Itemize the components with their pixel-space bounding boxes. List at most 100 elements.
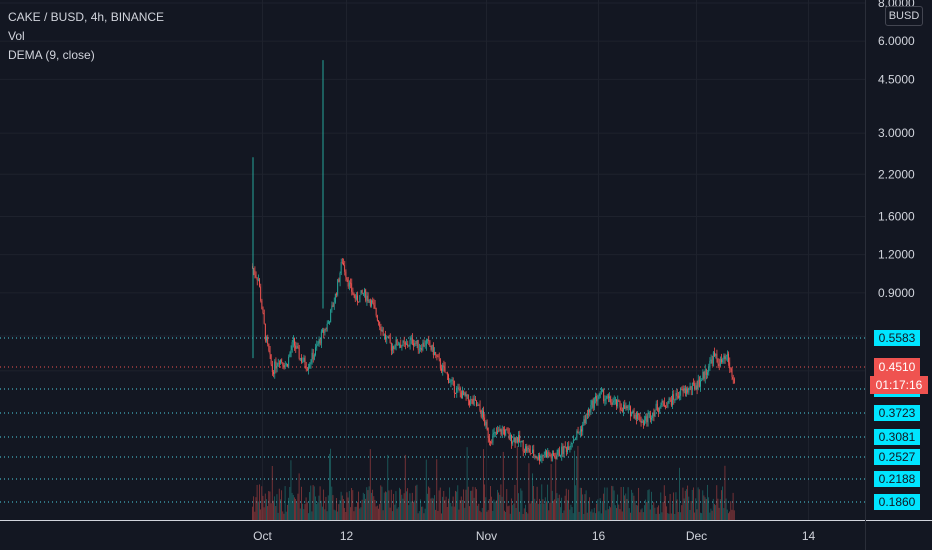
volume-bar: [625, 493, 627, 520]
candle-body: [676, 393, 678, 396]
volume-bar: [709, 512, 711, 520]
candle-body: [619, 401, 621, 408]
volume-bar: [462, 500, 463, 520]
level-label: 0.5583: [879, 331, 916, 345]
candle-body: [630, 406, 631, 417]
volume-bar: [649, 509, 651, 520]
volume-bar: [731, 509, 733, 520]
volume-bar: [254, 511, 256, 520]
volume-bar: [561, 497, 563, 520]
volume-bar: [582, 494, 584, 520]
candle-body: [617, 399, 619, 407]
candle-body: [717, 359, 719, 364]
volume-bar: [593, 507, 595, 520]
volume-bar: [635, 504, 637, 520]
candle-body: [607, 395, 609, 398]
volume-bar: [519, 511, 521, 520]
candle-body: [436, 354, 438, 357]
volume-bar: [494, 501, 496, 520]
candle-body: [495, 431, 497, 434]
volume-bar: [693, 487, 694, 520]
volume-bar: [477, 505, 479, 520]
volume-bar: [509, 513, 511, 520]
volume-bar: [688, 496, 690, 520]
volume-bar: [337, 511, 339, 520]
candle-body: [688, 388, 690, 393]
volume-bar: [395, 491, 397, 520]
candle-body: [658, 410, 659, 412]
candle-body: [333, 302, 335, 307]
candle-body: [425, 339, 427, 346]
candle-body: [500, 429, 502, 435]
volume-bar: [714, 504, 715, 520]
volume-bar: [360, 507, 362, 520]
volume-bar: [656, 507, 658, 520]
candle-body: [456, 387, 458, 394]
volume-bar: [637, 505, 638, 520]
candle-body: [673, 394, 675, 400]
candle-body: [648, 412, 650, 415]
candle-body: [610, 396, 612, 403]
volume-bar: [428, 486, 430, 520]
volume-bar: [585, 490, 587, 520]
volume-bar: [569, 509, 571, 520]
volume-bar: [563, 510, 565, 520]
candle-body: [466, 394, 468, 397]
volume-bar: [486, 511, 488, 520]
candle-body: [602, 389, 603, 391]
candle-body: [455, 392, 456, 394]
volume-bar: [358, 491, 360, 520]
candle-body: [584, 419, 586, 424]
candle-body: [668, 398, 670, 404]
candle-body: [309, 363, 311, 368]
volume-bar: [673, 492, 675, 520]
candle-body: [497, 430, 498, 434]
volume-bar: [446, 506, 448, 520]
symbol-label[interactable]: CAKE / BUSD, 4h, BINANCE: [8, 10, 165, 24]
candle-body: [652, 412, 654, 419]
countdown-bg: [870, 376, 928, 394]
dema-indicator-label[interactable]: DEMA (9, close): [8, 48, 95, 62]
volume-bar: [469, 506, 470, 520]
volume-bar: [369, 449, 371, 520]
volume-bar: [660, 492, 662, 520]
grid: [0, 0, 865, 520]
candle-body: [281, 359, 283, 363]
volume-bar: [294, 497, 295, 520]
volume-bar: [261, 486, 263, 520]
volume-bar: [723, 508, 725, 520]
candle-body: [493, 432, 495, 435]
candle-body: [465, 392, 467, 397]
candle-body: [487, 427, 489, 438]
candle-body: [346, 277, 348, 280]
x-tick-label: Nov: [476, 529, 497, 543]
volume-bar: [655, 513, 657, 520]
candle-body: [486, 421, 488, 428]
candle-body: [560, 455, 561, 457]
volume-bar: [640, 509, 642, 520]
candle-body: [491, 441, 493, 443]
candle-body: [684, 388, 686, 394]
volume-bar: [526, 512, 528, 520]
candle-body: [451, 379, 453, 381]
candle-body: [253, 268, 255, 271]
volume-bar: [521, 490, 523, 520]
volume-indicator-label[interactable]: Vol: [8, 29, 25, 43]
candle-body: [324, 328, 326, 334]
candle-body: [624, 404, 626, 409]
candle-body: [306, 369, 308, 370]
volume-bar: [634, 500, 636, 520]
volume-bar: [530, 501, 532, 520]
volume-bar: [327, 495, 329, 520]
candle-body: [305, 365, 307, 370]
candle-body: [332, 305, 334, 307]
candle-body: [632, 410, 634, 413]
volume-bar: [464, 507, 466, 520]
volume-bar: [605, 510, 607, 520]
volume-bar: [700, 512, 701, 520]
volume-bar: [543, 503, 545, 520]
volume-bar: [399, 487, 400, 520]
currency-button[interactable]: BUSD: [885, 6, 923, 26]
